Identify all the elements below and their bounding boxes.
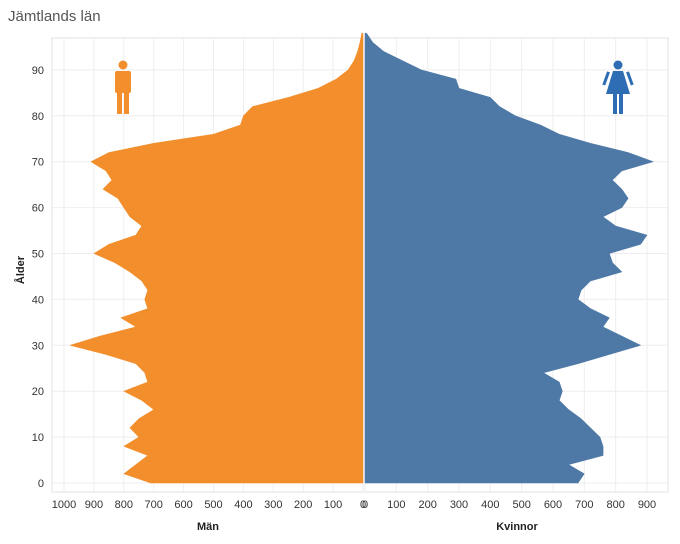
male-icon [115,60,131,114]
y-tick-label: 10 [32,432,44,444]
x-tick-label-male: 400 [234,499,252,511]
x-tick-label-male: 600 [174,499,192,511]
x-tick-label-female: 400 [481,499,499,511]
y-tick-label: 20 [32,386,44,398]
x-tick-label-female: 300 [450,499,468,511]
female-icon [602,60,634,114]
x-tick-label-male: 1000 [52,499,76,511]
x-tick-label-male: 300 [264,499,282,511]
y-tick-label: 60 [32,203,44,215]
x-tick-label-female: 700 [575,499,593,511]
x-tick-label-female: 200 [418,499,436,511]
x-tick-label-male: 800 [115,499,133,511]
x-tick-label-female: 600 [544,499,562,511]
x-tick-label-male: 200 [294,499,312,511]
y-tick-label: 0 [38,478,44,490]
x-tick-label-female: 100 [387,499,405,511]
y-axis-title: Ålder [14,255,27,284]
y-tick-label: 30 [32,340,44,352]
y-tick-label: 40 [32,294,44,306]
female-population-area [364,32,655,484]
y-tick-label: 50 [32,249,44,261]
x-tick-label-female: 500 [512,499,530,511]
page-title: Jämtlands län [8,8,101,25]
x-tick-label-male: 700 [145,499,163,511]
y-tick-label: 80 [32,111,44,123]
y-tick-label: 70 [32,157,44,169]
male-population-area [69,32,364,484]
x-tick-label-female: 900 [638,499,656,511]
x-tick-label-male: 900 [85,499,103,511]
male-axis-title: Män [197,521,219,533]
x-tick-label-female: 800 [606,499,624,511]
x-tick-label-female: 0 [362,499,368,511]
x-tick-label-male: 500 [204,499,222,511]
series-layer [69,32,655,484]
female-axis-title: Kvinnor [496,521,538,533]
y-tick-label: 90 [32,65,44,77]
x-tick-label-male: 0 [360,499,366,511]
x-tick-label-male: 100 [324,499,342,511]
